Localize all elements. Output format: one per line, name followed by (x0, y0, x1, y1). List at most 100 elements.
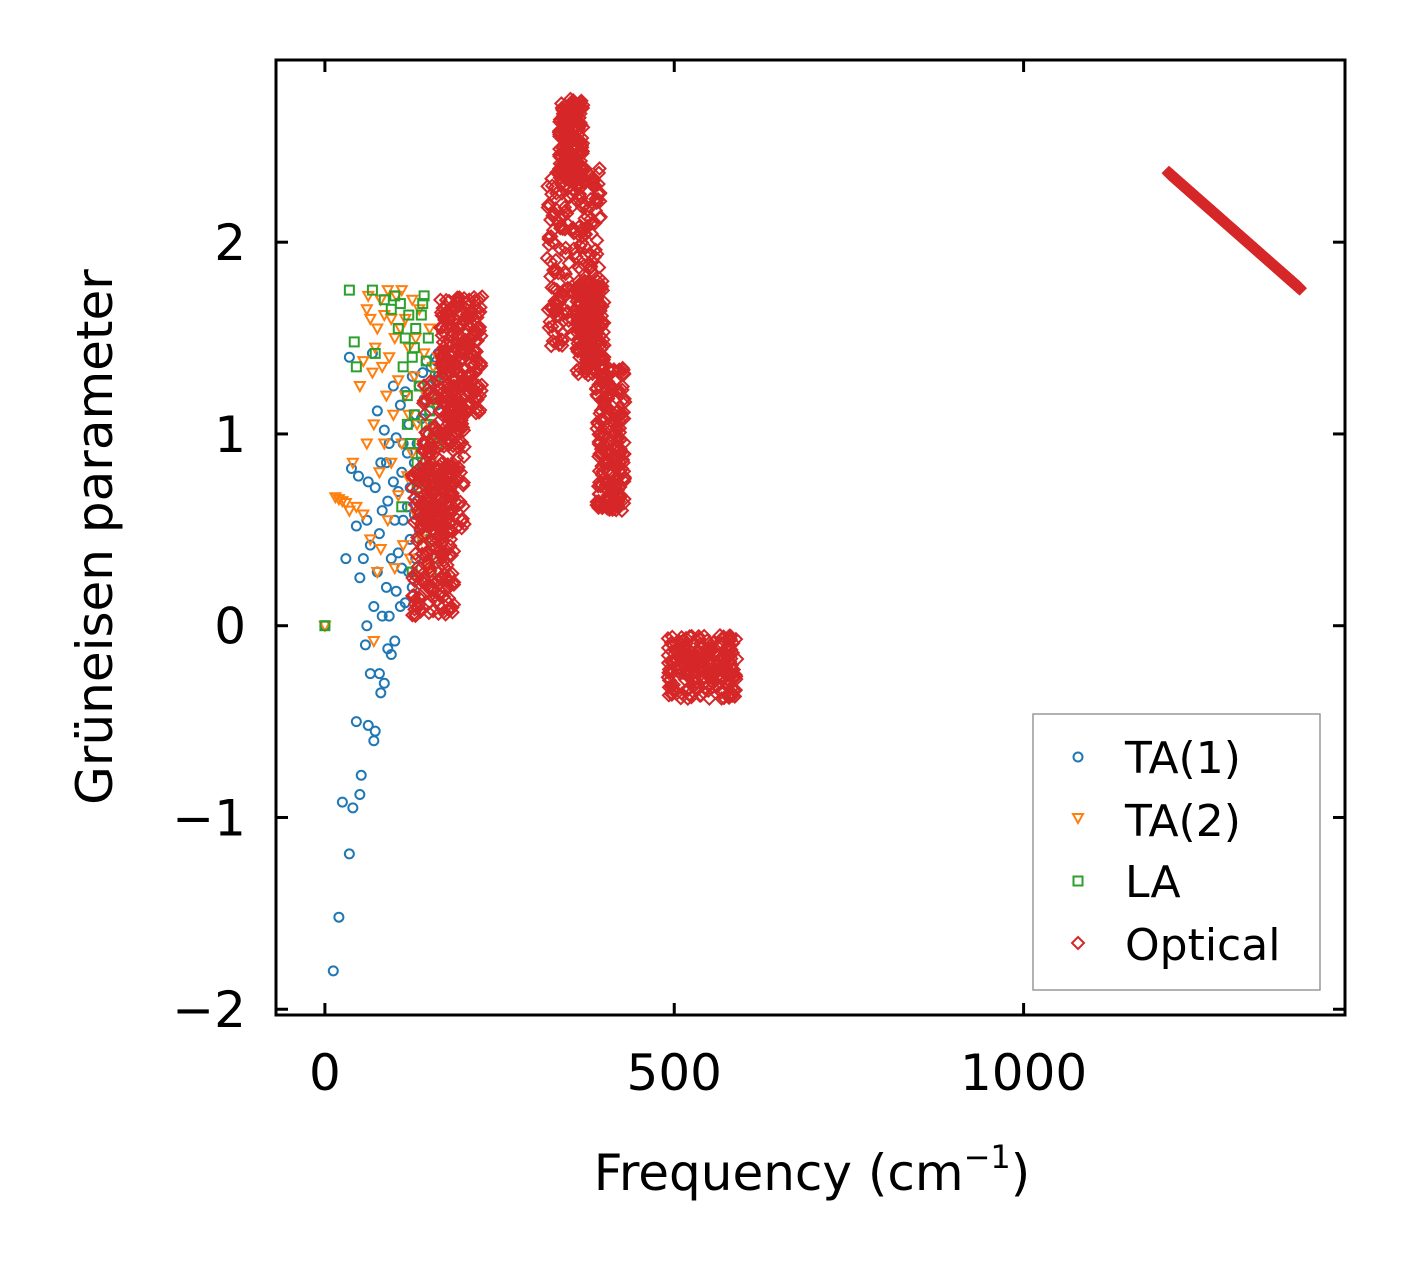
point-ta1 (373, 528, 385, 540)
point-ta1 (364, 668, 376, 680)
point-ta1 (387, 476, 399, 488)
point-optical (592, 285, 607, 301)
point-ta2 (363, 313, 378, 326)
point-optical (593, 392, 609, 408)
x-tick-label: 0 (309, 1044, 341, 1102)
point-ta2 (346, 457, 360, 470)
point-optical (472, 304, 488, 320)
point-ta2 (339, 497, 353, 511)
point-optical (548, 262, 564, 277)
point-ta1 (375, 687, 387, 699)
point-optical (578, 278, 594, 293)
point-ta1 (354, 572, 366, 584)
legend-item-la: LA (1072, 857, 1181, 908)
point-optical (688, 674, 704, 690)
point-optical (728, 682, 744, 698)
point-ta1 (362, 719, 374, 731)
point-optical (729, 651, 745, 667)
point-optical (454, 375, 470, 391)
point-optical (464, 358, 480, 374)
point-optical (416, 433, 432, 449)
point-optical (562, 133, 577, 149)
point-optical (424, 573, 440, 589)
point-optical (461, 297, 477, 313)
point-optical (561, 255, 577, 271)
point-optical (704, 655, 720, 671)
point-optical (454, 513, 470, 529)
point-optical (589, 246, 605, 262)
point-optical (579, 321, 595, 337)
point-optical (723, 631, 739, 647)
point-optical (577, 238, 593, 254)
point-la (404, 438, 416, 450)
point-optical (415, 488, 431, 504)
point-ta1 (355, 769, 367, 781)
point-optical (558, 119, 574, 135)
point-ta2 (367, 636, 381, 649)
point-optical (559, 271, 575, 287)
y-tick-label: −1 (172, 789, 246, 847)
point-ta1 (333, 911, 345, 923)
point-optical (712, 627, 728, 643)
point-la (369, 347, 381, 359)
point-optical (571, 98, 587, 114)
legend-item-optical: Optical (1070, 920, 1280, 971)
point-optical (544, 280, 560, 295)
point-optical (441, 364, 456, 380)
point-optical (434, 320, 450, 335)
point-ta1 (343, 351, 355, 363)
point-ta1 (390, 585, 402, 597)
point-optical (551, 292, 567, 308)
point-ta2 (365, 367, 380, 380)
point-optical (556, 108, 571, 124)
point-ta2 (342, 505, 357, 518)
point-optical (456, 449, 472, 465)
point-optical (466, 313, 481, 329)
point-ta1 (383, 610, 395, 622)
point-ta1 (350, 520, 362, 532)
point-optical (419, 555, 435, 571)
point-ta2 (405, 294, 419, 307)
point-ta1 (343, 848, 355, 860)
point-la (420, 355, 432, 367)
point-optical (660, 648, 676, 663)
point-optical (544, 298, 560, 314)
point-optical (552, 141, 567, 157)
point-optical (602, 435, 618, 451)
y-tick-label: 2 (214, 214, 246, 272)
point-ta2 (409, 333, 423, 346)
point-optical (679, 635, 694, 651)
point-optical (616, 362, 631, 378)
point-optical (592, 185, 608, 201)
point-optical (585, 366, 600, 382)
point-ta1 (354, 788, 366, 800)
point-optical (569, 249, 584, 265)
point-optical (700, 656, 716, 672)
point-optical (430, 517, 446, 533)
point-optical (592, 426, 608, 442)
point-la (389, 290, 401, 302)
point-optical (690, 682, 705, 697)
point-optical (438, 606, 454, 622)
point-ta1 (352, 470, 364, 482)
point-optical (603, 495, 618, 511)
point-optical (661, 679, 677, 695)
point-ta1 (327, 965, 339, 977)
point-optical (404, 480, 420, 496)
point-optical (567, 246, 583, 261)
point-optical (425, 497, 441, 512)
point-optical (617, 469, 633, 485)
point-ta1 (378, 424, 390, 436)
y-tick-label: −2 (172, 981, 246, 1039)
point-optical (540, 197, 556, 213)
point-optical (590, 191, 606, 207)
point-optical (677, 672, 693, 688)
point-optical (455, 420, 471, 436)
point-optical (560, 304, 576, 319)
point-optical (433, 292, 448, 308)
point-optical (570, 342, 585, 357)
point-la (348, 336, 360, 348)
point-optical (421, 457, 437, 473)
x-axis-label: Frequency (cm−1) (594, 1138, 1031, 1202)
point-ta2 (405, 448, 419, 461)
